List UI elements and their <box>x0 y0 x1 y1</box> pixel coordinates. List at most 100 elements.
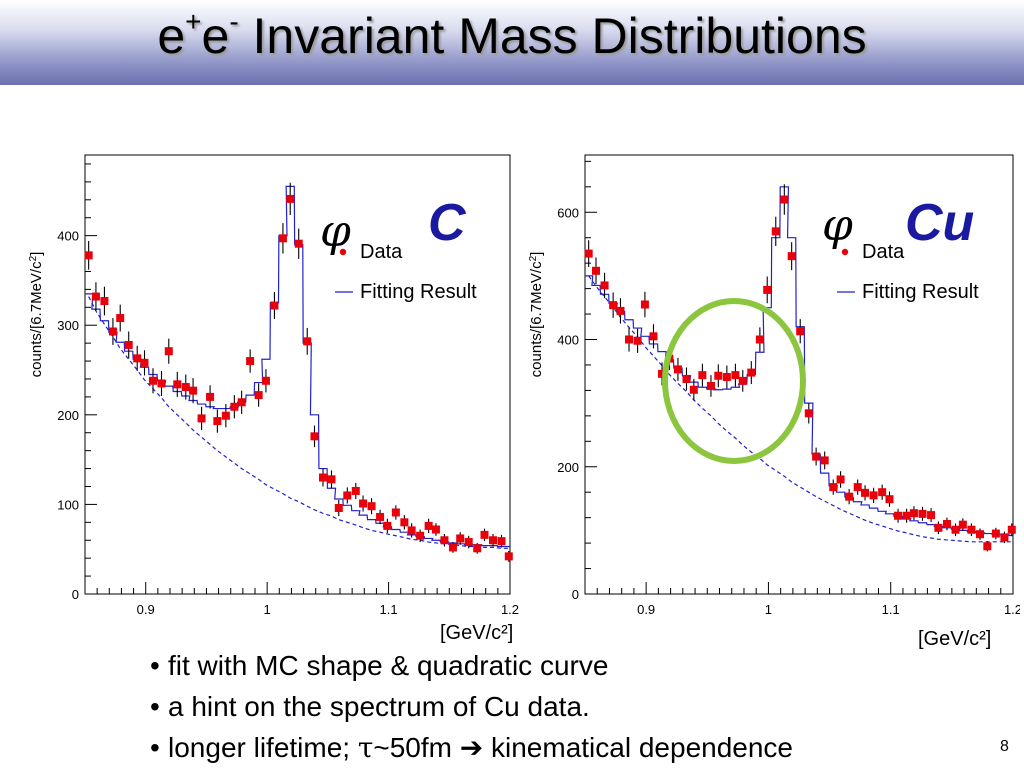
data-point <box>407 526 416 535</box>
data-point <box>157 379 166 388</box>
data-point <box>489 536 497 545</box>
data-point <box>310 432 319 441</box>
x-tick-label: 1.1 <box>380 602 398 617</box>
data-point <box>294 239 303 248</box>
data-point <box>286 194 295 203</box>
data-point <box>213 417 222 426</box>
slide-title: e+e- Invariant Mass Distributions <box>0 6 1024 65</box>
data-point <box>416 531 425 540</box>
data-point <box>319 473 327 482</box>
data-point <box>116 314 125 323</box>
data-point <box>820 456 829 465</box>
data-point <box>473 544 482 553</box>
bullet-text: longer lifetime; <box>168 732 358 763</box>
data-point <box>1000 533 1009 542</box>
bullet-item: • fit with MC shape & quadratic curve <box>150 645 793 686</box>
copper-x-unit: [GeV/c²] <box>918 628 992 650</box>
data-point <box>424 521 433 530</box>
data-point <box>376 512 385 521</box>
data-point <box>124 340 133 349</box>
data-point <box>464 538 473 547</box>
legend-fit-label: Fitting Result <box>862 281 979 303</box>
data-point <box>909 509 918 518</box>
data-point <box>343 491 352 500</box>
legend-data-label: Data <box>862 241 905 263</box>
title-e2: e <box>201 8 230 64</box>
bullet-list: • fit with MC shape & quadratic curve • a … <box>150 645 793 768</box>
x-tick-label: 1.2 <box>501 602 519 617</box>
data-point <box>787 252 796 261</box>
copper-mass-plot: 0.9 1 1.1 1.2 0 200 400 600 counts/[6.7MeV/c2] φ C… <box>520 148 1020 648</box>
data-point <box>367 502 376 511</box>
data-point <box>334 503 343 512</box>
data-point <box>958 520 967 529</box>
data-point <box>189 386 198 395</box>
plot-frame <box>584 154 1014 595</box>
y-tick-label: 600 <box>557 205 579 220</box>
data-point <box>400 518 409 527</box>
data-point <box>983 542 992 551</box>
y-tick-label: 0 <box>572 587 579 602</box>
title-e1: e <box>157 8 186 64</box>
tau-symbol: τ <box>357 731 374 764</box>
data-point <box>934 523 943 532</box>
data-point <box>254 391 263 400</box>
data-point <box>722 373 731 382</box>
data-point <box>902 511 911 520</box>
data-point <box>592 266 601 275</box>
y-tick-label: 300 <box>57 318 79 333</box>
right-arrow-icon: ➔ <box>459 732 484 763</box>
data-point <box>658 369 667 378</box>
y-tick-label: 100 <box>57 497 79 512</box>
data-point <box>197 414 206 423</box>
data-point <box>206 392 215 401</box>
legend-fit-label: Fitting Result <box>360 281 477 303</box>
bullet-text-lifetime: ~50fm <box>373 732 460 763</box>
data-point <box>738 376 747 385</box>
legend-data-label: Data <box>360 241 403 263</box>
target-label: C <box>428 194 467 252</box>
highlight-ellipse <box>662 298 806 464</box>
data-point <box>796 327 805 336</box>
data-point <box>747 368 756 377</box>
data-point <box>706 381 715 390</box>
data-point <box>804 409 813 418</box>
data-point <box>918 509 927 518</box>
data-point <box>456 534 465 543</box>
data-point <box>1007 525 1016 534</box>
data-point <box>763 285 772 294</box>
data-point <box>383 521 392 530</box>
bullet-dot: • <box>150 732 160 763</box>
data-point <box>836 475 845 484</box>
y-tick-label: 400 <box>57 229 79 244</box>
bullet-item: • longer lifetime; τ~50fm ➔ kinematical d… <box>150 727 793 768</box>
bullet-item: • a hint on the spectrum of Cu data. <box>150 686 793 727</box>
data-point <box>951 525 960 534</box>
data-point <box>237 398 246 407</box>
data-point <box>616 306 625 315</box>
data-point <box>230 402 239 411</box>
title-text: Invariant Mass Distributions <box>238 8 867 64</box>
legend-data-marker <box>841 248 849 256</box>
data-point <box>942 520 951 529</box>
data-point <box>246 357 255 366</box>
y-tick-label: 200 <box>557 460 579 475</box>
bullet-dot: • <box>150 650 160 681</box>
page-number: 8 <box>1000 738 1009 755</box>
data-point <box>869 491 878 500</box>
x-tick-label: 0.9 <box>637 602 655 617</box>
data-point <box>698 371 707 380</box>
data-point <box>845 492 854 501</box>
data-point <box>497 537 506 546</box>
data-point <box>584 249 593 258</box>
data-point <box>625 335 634 344</box>
y-axis-label: counts/[6.7MeV/c2] <box>528 252 546 378</box>
carbon-mass-plot: 0.9 1 1.1 1.2 0 100 200 300 400 counts/[6.7MeV/c2… <box>20 148 520 648</box>
data-point <box>391 508 400 517</box>
bullet-text-tail: kinematical dependence <box>483 732 793 763</box>
background-fit-curve <box>88 296 509 549</box>
data-point <box>140 358 149 367</box>
y-tick-label: 400 <box>557 333 579 348</box>
bullet-text: fit with MC shape & quadratic curve <box>168 650 609 681</box>
data-point <box>633 336 642 345</box>
